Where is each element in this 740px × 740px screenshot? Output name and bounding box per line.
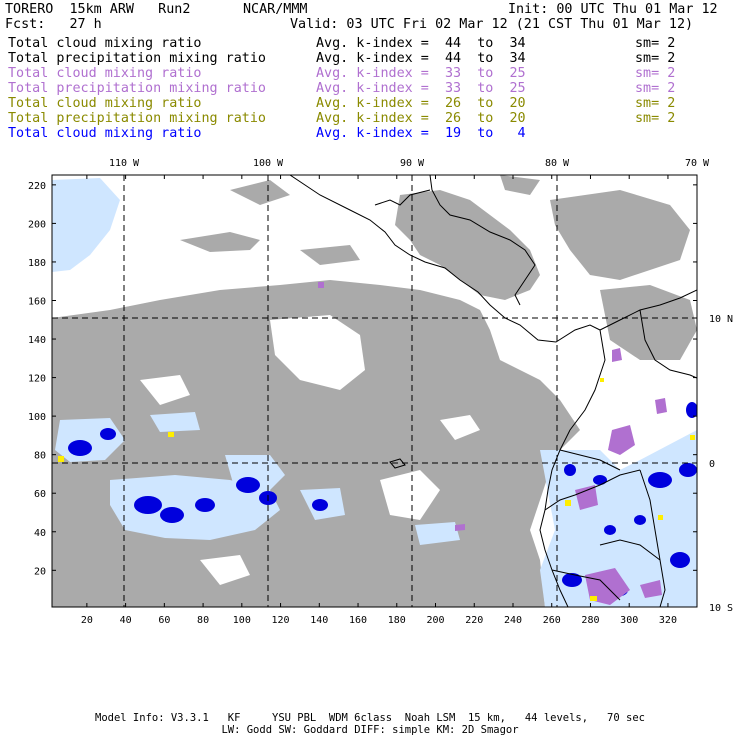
- longitude-label: 110 W: [109, 158, 140, 169]
- latitude-label: 10 S: [709, 603, 733, 614]
- field-name: Total cloud mixing ratio: [8, 126, 202, 141]
- smoothing-label: sm= 2: [635, 111, 676, 126]
- field-name: Total precipitation mixing ratio: [8, 51, 266, 66]
- graticule: [52, 175, 697, 607]
- left-tick-label: 120: [28, 374, 46, 385]
- k-index-range: Avg. k-index = 33 to 25: [316, 81, 526, 96]
- bottom-tick-label: 220: [465, 615, 483, 626]
- bottom-tick-label: 60: [158, 615, 170, 626]
- field-row: Total precipitation mixing ratio Avg. k-…: [8, 111, 730, 126]
- field-row: Total cloud mixing ratio Avg. k-index = …: [8, 36, 730, 51]
- smoothing-label: sm= 2: [635, 81, 676, 96]
- k-index-range: Avg. k-index = 19 to 4: [316, 126, 526, 141]
- model-info-line1: Model Info: V3.3.1 KF YSU PBL WDM 6class…: [95, 712, 645, 724]
- left-tick-label: 40: [34, 528, 46, 539]
- left-tick-label: 140: [28, 335, 46, 346]
- bottom-tick-label: 40: [120, 615, 132, 626]
- bottom-tick-label: 260: [543, 615, 561, 626]
- left-tick-label: 20: [34, 566, 46, 577]
- bottom-tick-label: 160: [349, 615, 367, 626]
- left-tick-label: 200: [28, 219, 46, 230]
- bottom-axis: 20 40 60 80 100 120 140 160 180 200 220 240 260 280 30…: [81, 175, 677, 626]
- field-row: Total cloud mixing ratio Avg. k-index = …: [8, 96, 730, 111]
- valid-time: Valid: 03 UTC Fri 02 Mar 12 (21 CST Thu …: [290, 17, 694, 32]
- org-label: NCAR/MMM: [243, 2, 308, 17]
- left-tick-label: 100: [28, 412, 46, 423]
- field-name: Total cloud mixing ratio: [8, 96, 202, 111]
- bottom-tick-label: 320: [659, 615, 677, 626]
- init-time: Init: 00 UTC Thu 01 Mar 12: [508, 2, 718, 17]
- k-index-range: Avg. k-index = 44 to 34: [316, 51, 526, 66]
- field-name: Total cloud mixing ratio: [8, 66, 202, 81]
- field-name: Total precipitation mixing ratio: [8, 81, 266, 96]
- bottom-tick-label: 300: [620, 615, 638, 626]
- bottom-tick-label: 240: [504, 615, 522, 626]
- yellow-cloud-field: [58, 378, 695, 601]
- field-row: Total cloud mixing ratio Avg. k-index = …: [8, 126, 730, 141]
- map-frame: [51, 174, 698, 608]
- smoothing-label: sm= 2: [635, 96, 676, 111]
- field-row: Total cloud mixing ratio Avg. k-index = …: [8, 66, 730, 81]
- smoothing-label: sm= 2: [635, 36, 676, 51]
- bottom-tick-label: 140: [310, 615, 328, 626]
- field-name: Total cloud mixing ratio: [8, 36, 202, 51]
- bottom-tick-label: 200: [426, 615, 444, 626]
- bottom-tick-label: 80: [197, 615, 209, 626]
- field-row: Total precipitation mixing ratio Avg. k-…: [8, 51, 730, 66]
- bottom-tick-label: 120: [272, 615, 290, 626]
- field-name: Total precipitation mixing ratio: [8, 111, 266, 126]
- field-row: Total precipitation mixing ratio Avg. k-…: [8, 81, 730, 96]
- left-tick-label: 220: [28, 181, 46, 192]
- smoothing-label: sm= 2: [635, 51, 676, 66]
- left-tick-label: 160: [28, 296, 46, 307]
- coastlines: [289, 175, 697, 607]
- bottom-tick-label: 100: [233, 615, 251, 626]
- right-latitude-labels: 10 N 0 10 S: [709, 314, 733, 614]
- longitude-label: 80 W: [545, 158, 570, 169]
- longitude-label: 70 W: [685, 158, 710, 169]
- violet-cloud-field: [318, 282, 667, 605]
- top-longitude-labels: 110 W 100 W 90 W 80 W 70 W: [109, 158, 710, 169]
- left-tick-label: 180: [28, 258, 46, 269]
- k-index-range: Avg. k-index = 33 to 25: [316, 66, 526, 81]
- bottom-tick-label: 280: [581, 615, 599, 626]
- longitude-label: 100 W: [253, 158, 284, 169]
- longitude-label: 90 W: [400, 158, 425, 169]
- k-index-range: Avg. k-index = 26 to 20: [316, 96, 526, 111]
- latitude-label: 0: [709, 459, 715, 470]
- bottom-tick-label: 180: [388, 615, 406, 626]
- clear-areas: [140, 315, 480, 585]
- model-title: TORERO 15km ARW Run2: [5, 2, 191, 17]
- bottom-tick-label: 20: [81, 615, 93, 626]
- k-index-range: Avg. k-index = 26 to 20: [316, 111, 526, 126]
- forecast-hour: Fcst: 27 h: [5, 17, 102, 32]
- left-tick-label: 60: [34, 489, 46, 500]
- k-index-range: Avg. k-index = 44 to 34: [316, 36, 526, 51]
- model-info-line2: LW: Godd SW: Goddard DIFF: simple KM: 2D…: [221, 724, 519, 736]
- smoothing-label: sm= 2: [635, 66, 676, 81]
- blue-cloud-cores: [68, 402, 697, 596]
- left-axis: 220 200 180 160 140 120 100 80 60 40 20: [28, 181, 697, 577]
- map-plot-area: [52, 175, 697, 607]
- left-tick-label: 80: [34, 451, 46, 462]
- latitude-label: 10 N: [709, 314, 733, 325]
